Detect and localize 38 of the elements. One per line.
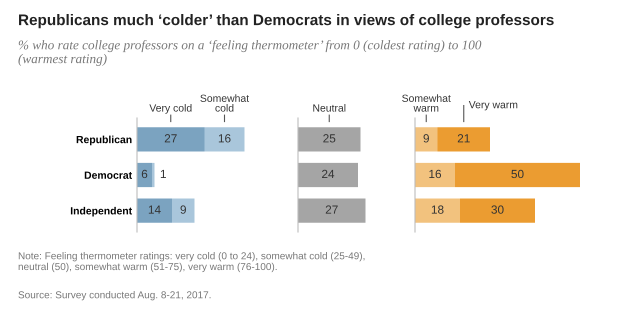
bar [455,162,580,188]
data-label: 9 [424,134,429,143]
data-label: 30 [491,205,504,214]
bar [172,198,194,223]
data-label: 27 [326,205,338,214]
data-label: 21 [458,134,470,142]
data-label: 24 [322,170,334,178]
y-tick-label: Independent [70,206,132,217]
bar [137,198,172,223]
series-label: Somewhat cold [200,94,250,112]
series-label: Somewhat warm [402,94,451,112]
series-label: Neutral [313,104,346,112]
bar [415,162,455,188]
text: Note: Feeling thermometer ratings: very cold (0 to 24), somewhat cold (25-49), neutral (50), somewhat warm (51-75), very warm (76-100). [18,252,364,272]
series-label: Very cold [149,104,192,114]
bar [438,127,490,152]
data-label: 1 [160,170,166,178]
data-label: 18 [432,205,444,214]
bar [415,198,460,223]
source-note: Source: Survey conducted Aug. 8-21, 2017. [18,291,211,300]
data-label: 27 [164,134,177,142]
bar [137,162,152,188]
data-label: 16 [429,170,442,178]
chart-subtitle: % who rate college professors on a ‘feeling thermometer’ from 0 (coldest rating) to 100 (warmest rating) [18,40,482,66]
bar [137,127,204,152]
data-label: 16 [218,134,231,143]
data-label: 50 [511,170,524,178]
bar [415,127,438,152]
bar [204,127,244,152]
y-tick-label: Democrat [84,172,132,179]
data-label: 14 [148,206,161,214]
data-label: 25 [323,134,336,143]
y-tick-label: Republican [76,136,132,146]
text: Republicans much ‘colder’ than Democrats in views of college professors [19,14,554,28]
data-label: 9 [180,205,186,214]
bar [460,198,535,223]
series-label: Very warm [468,101,518,110]
data-label: 6 [142,170,148,178]
